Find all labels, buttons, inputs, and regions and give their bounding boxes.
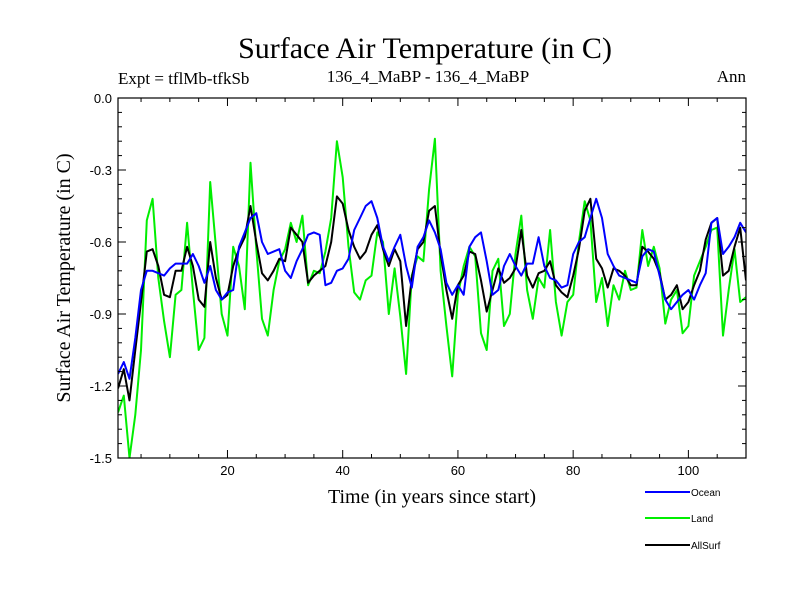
axis-layer: 20 40 60 80 100 -1.5 -1.2 -0.9 -0.6 -0.3 0.0: [90, 91, 746, 478]
chart-title: Surface Air Temperature (in C): [238, 32, 612, 65]
x-tick-label: 40: [335, 463, 349, 478]
y-tick-label: -0.6: [90, 235, 112, 250]
series-line-land: [118, 137, 746, 458]
y-tick-label: -1.5: [90, 451, 112, 466]
experiment-label: Expt = tflMb-tfkSb: [118, 69, 249, 88]
y-tick-label: 0.0: [94, 91, 112, 106]
x-tick-label: 20: [220, 463, 234, 478]
x-axis-label: Time (in years since start): [328, 486, 536, 508]
season-label: Ann: [717, 67, 747, 86]
legend: Ocean Land AllSurf: [645, 488, 721, 552]
y-tick-label: -0.3: [90, 163, 112, 178]
x-tick-label: 100: [678, 463, 700, 478]
plot-frame: [117, 97, 747, 459]
legend-label-ocean: Ocean: [691, 488, 720, 499]
experiment-comparison-label: 136_4_MaBP - 136_4_MaBP: [327, 67, 529, 86]
y-tick-label: -1.2: [90, 379, 112, 394]
legend-label-land: Land: [691, 514, 713, 525]
y-tick-label: -0.9: [90, 307, 112, 322]
x-tick-label: 60: [451, 463, 465, 478]
series-line-ocean: [118, 197, 746, 380]
y-axis-label: Surface Air Temperature (in C): [53, 153, 75, 402]
legend-label-allsurf: AllSurf: [691, 541, 721, 552]
x-tick-label: 80: [566, 463, 580, 478]
series-layer: [118, 137, 746, 458]
